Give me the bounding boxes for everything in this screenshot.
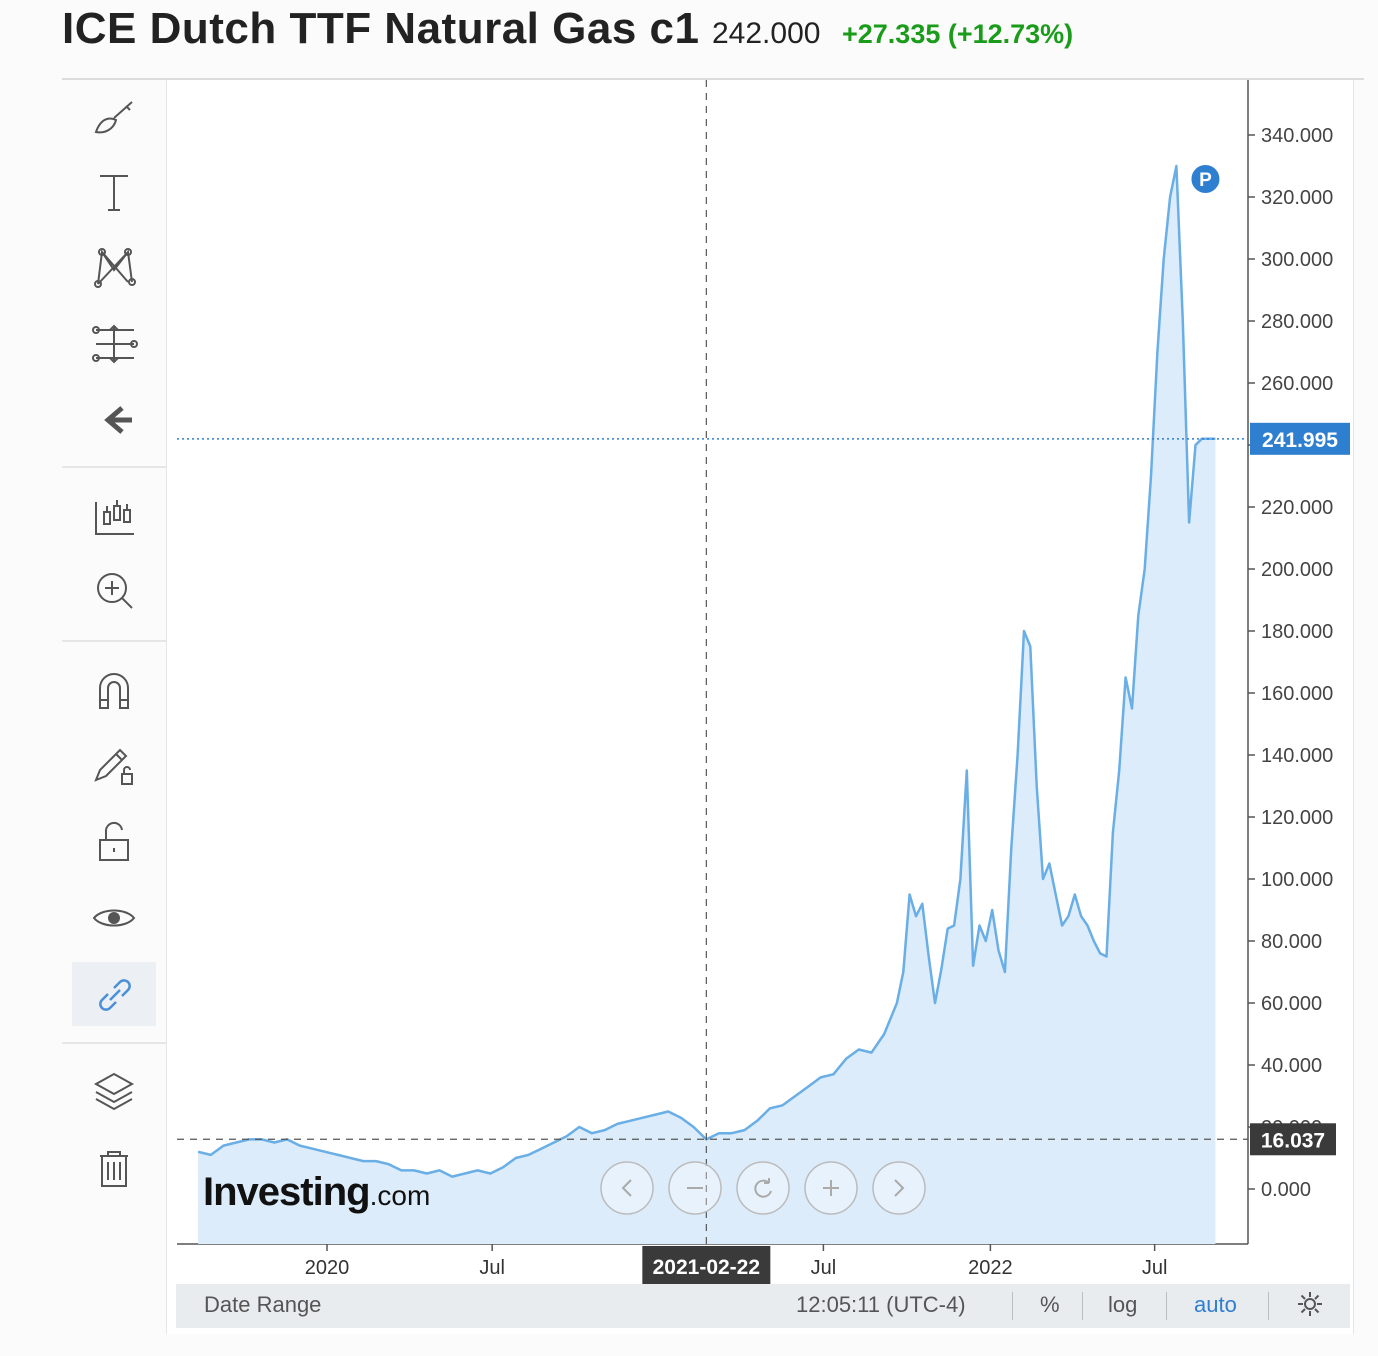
date-range-button[interactable]: Date Range: [204, 1292, 322, 1317]
chart-header: ICE Dutch TTF Natural Gas c1 242.000 +27…: [62, 0, 1364, 78]
footer-divider: [1268, 1292, 1269, 1320]
crosshair-value-tag: [1250, 1123, 1336, 1156]
nav-button-ring: [872, 1161, 926, 1215]
magnet-icon[interactable]: [72, 658, 156, 722]
nav-button-ring: [736, 1161, 790, 1215]
nav-reset-button[interactable]: [736, 1161, 790, 1215]
pencil-lock-icon[interactable]: [72, 734, 156, 798]
y-tick-label: 40.000: [1261, 1055, 1322, 1077]
clock-readout: 12:05:11 (UTC-4): [796, 1292, 966, 1317]
price-marker-label: P: [1199, 170, 1212, 191]
toolbar-divider: [62, 466, 166, 468]
y-tick-label: 260.000: [1261, 373, 1333, 395]
y-tick-label: 180.000: [1261, 621, 1333, 643]
last-price-tag-label: 241.995: [1262, 429, 1338, 452]
crosshair-date-tag: [642, 1246, 771, 1284]
price-chart[interactable]: 0.00020.00040.00060.00080.000100.000120.…: [166, 80, 1352, 1284]
x-tick-label: 2020: [305, 1257, 350, 1279]
nav-button-ring: [600, 1161, 654, 1215]
reset-icon: [754, 1178, 772, 1198]
trash-icon[interactable]: [72, 1136, 156, 1200]
investing-logo: Investing.com: [203, 1170, 430, 1215]
candles-icon[interactable]: [72, 484, 156, 548]
x-tick-label: 2022: [968, 1257, 1013, 1279]
instrument-title: ICE Dutch TTF Natural Gas c1: [62, 4, 700, 53]
scroll-left-icon: [621, 1179, 632, 1197]
nav-zoom-in-button[interactable]: [804, 1161, 858, 1215]
header-divider: [62, 78, 1364, 80]
y-tick-label: 100.000: [1261, 869, 1333, 891]
toolbar-divider: [62, 1042, 166, 1044]
back-arrow-icon[interactable]: [72, 388, 156, 452]
y-tick-label: 220.000: [1261, 497, 1333, 519]
logo-suffix: .com: [369, 1180, 431, 1211]
series-area: [198, 166, 1216, 1244]
settings-icon[interactable]: [1296, 1290, 1324, 1324]
price-change: +27.335 (+12.73%): [842, 19, 1074, 49]
footer-divider: [1012, 1292, 1013, 1320]
footer-divider: [1166, 1292, 1167, 1320]
footer-divider: [1082, 1292, 1083, 1320]
nav-zoom-out-button[interactable]: [668, 1161, 722, 1215]
x-tick-label: Jul: [1142, 1257, 1168, 1279]
crosshair-value-label: 16.037: [1261, 1129, 1325, 1152]
toolbar-divider: [62, 640, 166, 642]
x-tick-label: Jul: [479, 1257, 505, 1279]
zoom-in-icon: [823, 1180, 839, 1196]
logo-main: Investing: [203, 1170, 371, 1214]
percent-toggle[interactable]: %: [1040, 1292, 1060, 1317]
brush-icon[interactable]: [72, 86, 156, 150]
y-tick-label: 320.000: [1261, 187, 1333, 209]
series-line: [197, 164, 1216, 1178]
y-tick-label: 340.000: [1261, 125, 1333, 147]
y-tick-label: 120.000: [1261, 807, 1333, 829]
y-tick-label: 200.000: [1261, 559, 1333, 581]
y-tick-label: 300.000: [1261, 249, 1333, 271]
pattern-icon[interactable]: [72, 234, 156, 298]
zoom-icon[interactable]: [72, 558, 156, 622]
y-tick-label: 0.000: [1261, 1179, 1311, 1201]
auto-toggle[interactable]: auto: [1194, 1292, 1237, 1317]
last-price: 242.000: [712, 17, 821, 50]
text-icon[interactable]: [72, 160, 156, 224]
crosshair-date-label: 2021-02-22: [653, 1256, 760, 1279]
y-tick-label: 140.000: [1261, 745, 1333, 767]
fib-icon[interactable]: [72, 312, 156, 376]
y-tick-label: 160.000: [1261, 683, 1333, 705]
chart-footer: Date Range 12:05:11 (UTC-4) % log auto: [176, 1284, 1350, 1328]
scroll-right-icon: [894, 1179, 905, 1197]
y-tick-label: 60.000: [1261, 993, 1322, 1015]
log-toggle[interactable]: log: [1108, 1292, 1138, 1317]
last-price-tag: [1250, 422, 1350, 455]
layers-icon[interactable]: [72, 1060, 156, 1124]
link-icon[interactable]: [72, 962, 156, 1026]
x-tick-label: Jul: [811, 1257, 837, 1279]
eye-icon[interactable]: [72, 886, 156, 950]
nav-scroll-left-button[interactable]: [600, 1161, 654, 1215]
y-tick-label: 280.000: [1261, 311, 1333, 333]
nav-scroll-right-button[interactable]: [872, 1161, 926, 1215]
drawing-toolbar: [62, 80, 166, 1250]
price-marker: [1189, 163, 1222, 196]
y-tick-label: 80.000: [1261, 931, 1322, 953]
unlock-icon[interactable]: [72, 810, 156, 874]
